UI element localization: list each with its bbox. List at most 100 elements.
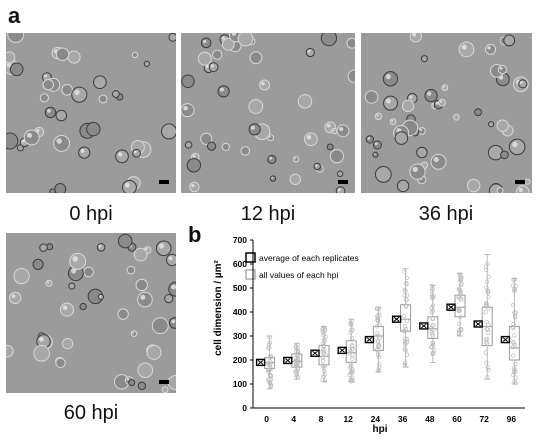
cell <box>96 243 106 252</box>
data-point <box>511 277 516 283</box>
data-point <box>430 351 435 357</box>
cell-highlight <box>71 268 77 274</box>
cell <box>208 62 219 73</box>
cell-highlight <box>487 46 491 50</box>
x-tick-label: 8 <box>319 414 324 424</box>
cell <box>53 135 70 152</box>
cell <box>13 267 30 285</box>
data-point <box>486 322 491 327</box>
cell-highlight <box>435 101 439 105</box>
cell <box>55 47 70 61</box>
cell <box>430 153 447 170</box>
cell <box>212 49 223 60</box>
cell <box>466 178 481 193</box>
cell <box>117 308 129 320</box>
data-point <box>295 350 300 355</box>
data-point <box>267 355 272 360</box>
cell <box>86 121 101 137</box>
data-point <box>350 327 355 332</box>
cell-highlight <box>171 284 176 290</box>
legend-label-all-values: all values of each hpi <box>259 270 338 280</box>
cell-highlight <box>419 128 423 132</box>
cell-highlight <box>412 33 417 37</box>
cell <box>497 64 508 75</box>
cell <box>184 141 193 149</box>
data-point <box>429 283 435 289</box>
cell <box>267 134 275 142</box>
panel-b-letter: b <box>188 222 202 247</box>
cell <box>6 51 16 64</box>
data-point <box>512 315 518 320</box>
data-point <box>402 270 407 275</box>
average-marker-cross <box>448 304 454 310</box>
cell-highlight <box>43 74 48 78</box>
data-point <box>404 275 409 281</box>
legend-label-average: average of each replicates <box>259 253 359 263</box>
cell <box>206 141 217 151</box>
cell <box>115 149 129 164</box>
data-point <box>402 347 407 352</box>
cell-highlight <box>72 256 79 262</box>
average-marker-cross <box>502 337 509 342</box>
cell-highlight <box>439 100 443 103</box>
cell <box>394 131 409 145</box>
cell <box>374 166 392 183</box>
cell <box>98 94 108 104</box>
cell-highlight <box>376 114 379 117</box>
cell <box>267 154 277 165</box>
cell <box>292 156 300 163</box>
cell <box>409 163 426 180</box>
data-point <box>320 347 326 352</box>
data-point <box>486 367 491 373</box>
cell <box>487 144 504 161</box>
cell-highlight <box>520 81 523 85</box>
data-point <box>404 293 410 298</box>
scale-bar <box>515 180 525 184</box>
data-point <box>430 303 436 308</box>
data-point <box>512 288 517 294</box>
data-point <box>349 343 355 348</box>
cell-highlight <box>250 125 255 130</box>
data-point <box>484 267 489 273</box>
data-point <box>485 365 491 370</box>
cell-highlight <box>132 331 135 334</box>
cell-highlight <box>168 256 173 261</box>
cell-highlight <box>261 81 265 86</box>
cell <box>137 381 147 391</box>
data-point <box>484 301 489 306</box>
cell <box>7 33 25 43</box>
cell <box>151 317 169 335</box>
data-point <box>456 328 462 333</box>
average-marker-cross <box>393 316 400 322</box>
cell <box>329 149 344 164</box>
data-point <box>484 360 489 365</box>
cell-highlight <box>126 378 130 381</box>
cell-highlight <box>385 74 391 80</box>
data-point <box>486 294 491 300</box>
cell <box>117 233 133 249</box>
data-point <box>267 372 273 377</box>
cell <box>59 302 75 317</box>
data-point <box>402 329 407 334</box>
average-marker-cross <box>366 337 373 342</box>
data-point <box>513 361 518 367</box>
data-point <box>485 336 490 342</box>
legend-marker-black <box>245 252 256 263</box>
data-point <box>347 347 353 352</box>
caption-0-hpi: 0 hpi <box>69 203 113 225</box>
average-marker-cross <box>312 350 318 356</box>
micrograph-texture <box>6 233 176 393</box>
data-point <box>456 286 461 292</box>
data-point <box>485 330 491 336</box>
cell <box>137 291 153 308</box>
data-point <box>348 379 354 384</box>
data-point <box>510 344 516 350</box>
cell-highlight <box>373 153 376 155</box>
cell <box>200 37 212 49</box>
cell-highlight <box>499 66 503 70</box>
y-tick-label: 0 <box>242 403 247 413</box>
data-point <box>322 378 328 383</box>
cell-highlight <box>183 105 188 111</box>
data-point <box>265 377 271 382</box>
cell <box>500 150 509 160</box>
